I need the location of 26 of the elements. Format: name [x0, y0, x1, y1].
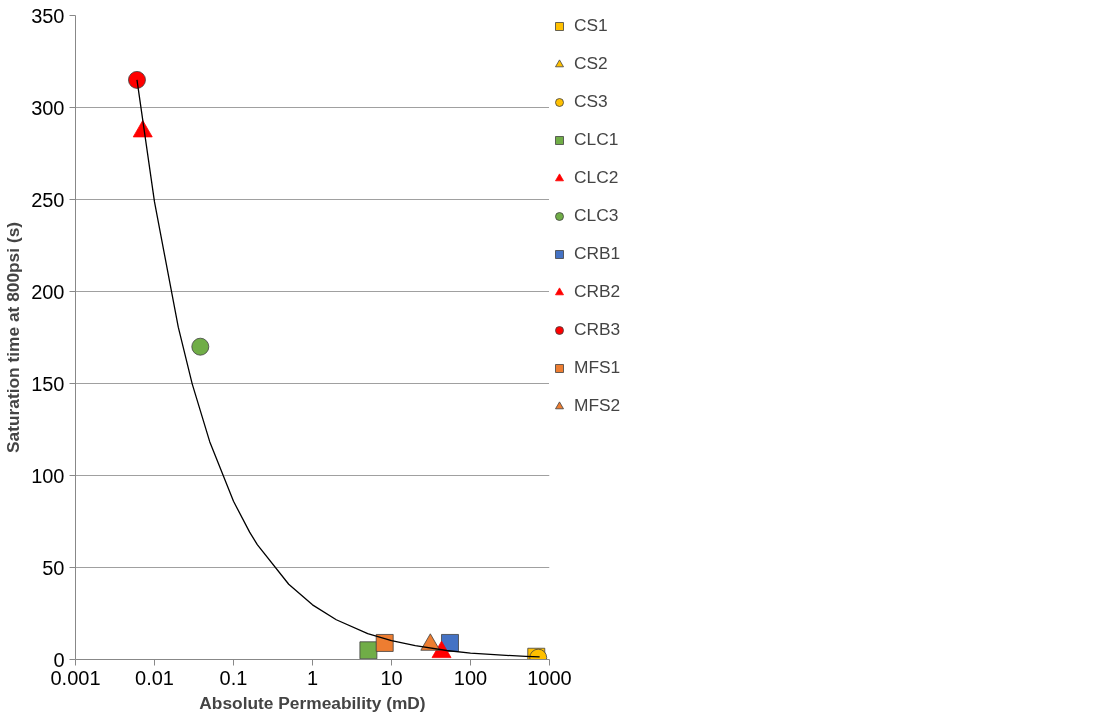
legend-label: CRB1 [574, 243, 621, 264]
x-tick-label: 1 [306, 666, 319, 689]
legend-label: CS1 [574, 15, 609, 36]
legend-label: CS3 [574, 91, 609, 112]
legend-label: CRB3 [574, 319, 621, 340]
y-tick-label: 250 [31, 188, 65, 211]
legend-label: MFS2 [574, 395, 621, 416]
y-tick-label: 50 [42, 556, 65, 579]
legend-label: CLC2 [574, 167, 619, 188]
x-tick-label: 10 [380, 666, 403, 689]
y-tick-label: 200 [31, 280, 65, 303]
y-tick-label: 350 [31, 4, 65, 27]
y-tick-label: 100 [31, 464, 65, 487]
legend-label: CLC3 [574, 205, 619, 226]
legend-label: MFS1 [574, 357, 621, 378]
legend-label: CLC1 [574, 129, 619, 150]
y-tick-label: 150 [31, 372, 65, 395]
x-tick-label: 0.01 [135, 666, 174, 689]
legend-label: CRB2 [574, 281, 621, 302]
x-tick-label: 0.1 [219, 666, 248, 689]
x-tick-label: 1000 [527, 666, 572, 689]
x-axis-title: Absolute Permeability (mD) [199, 692, 426, 713]
y-tick-label: 300 [31, 96, 65, 119]
y-axis-title: Saturation time at 800psi (s) [3, 221, 24, 454]
legend-label: CS2 [574, 53, 609, 74]
x-tick-label: 100 [453, 666, 488, 689]
